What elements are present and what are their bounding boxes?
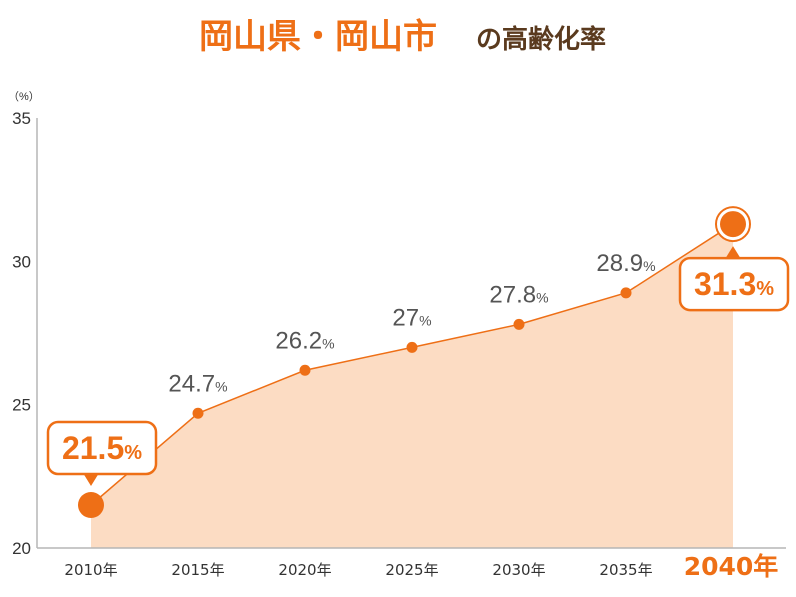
data-label: 24.7% [168,370,227,397]
x-tick-label: 2035年 [599,561,652,579]
y-tick-label: 30 [12,252,31,271]
x-axis-ticks: 2010年 2015年 2020年 2025年 2030年 2035年 2040年 [64,552,778,581]
data-label-unit: % [215,378,227,394]
data-point [513,318,525,330]
data-label-unit: % [419,312,431,328]
y-axis-unit-label: （%） [8,90,40,103]
data-label-callout: 21.5% [46,420,158,486]
data-points [78,206,751,518]
y-axis-ticks: 20 25 30 35 [12,109,31,558]
chart-title-sub: の高齢化率 [476,24,606,55]
data-label-unit: % [536,289,548,305]
data-label-value: 26.2 [275,327,322,354]
data-label: 27.8% [489,281,548,308]
data-point [78,492,104,518]
data-label-unit: % [756,278,774,300]
data-label-unit: % [124,442,142,464]
data-label-value: 28.9 [596,250,643,277]
data-label-unit: % [643,258,655,274]
area-fill [91,224,733,549]
data-label: 28.9% [596,250,655,277]
x-tick-label: 2030年 [492,561,545,579]
data-point [720,211,746,238]
data-label-value: 21.5 [62,430,124,466]
y-tick-label: 20 [12,539,31,558]
x-tick-label: 2015年 [171,561,224,579]
data-label-value: 27 [392,304,419,331]
y-tick-label: 35 [12,109,31,128]
data-label: 21.5% [62,430,142,466]
x-tick-label: 2025年 [385,561,438,579]
y-tick-label: 25 [12,396,31,415]
data-label: 26.2% [275,327,334,354]
data-label: 27% [392,304,431,331]
callout-pointer [725,246,741,260]
x-tick-label-highlight: 2040年 [684,552,779,581]
callout-pointer [83,473,99,486]
data-label-value: 27.8 [489,281,536,308]
chart-title: 岡山県・岡山市 の高齢化率 [199,17,606,57]
data-point [406,341,418,353]
callout-box [46,420,158,476]
data-label-value: 24.7 [168,370,215,397]
data-point [620,287,632,299]
data-point [299,364,311,376]
data-label-value: 31.3 [694,266,756,302]
data-labels: 21.5%24.7%26.2%27%27.8%28.9%31.3% [46,246,790,486]
data-label-unit: % [322,335,334,351]
data-label: 31.3% [694,266,774,302]
chart-title-main: 岡山県・岡山市 [199,17,437,57]
data-label-callout: 31.3% [678,246,790,312]
data-point [192,407,204,419]
x-tick-label: 2020年 [278,561,331,579]
x-tick-label: 2010年 [64,561,117,579]
